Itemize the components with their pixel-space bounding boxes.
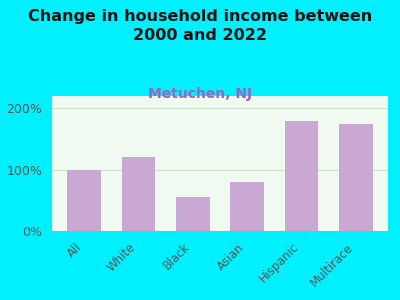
Bar	[285, 121, 318, 231]
Bar	[230, 182, 264, 231]
Bar	[122, 158, 155, 231]
Text: Metuchen, NJ: Metuchen, NJ	[148, 87, 252, 101]
Bar	[176, 197, 210, 231]
Text: Change in household income between
2000 and 2022: Change in household income between 2000 …	[28, 9, 372, 43]
Bar	[67, 169, 101, 231]
Bar	[339, 124, 373, 231]
